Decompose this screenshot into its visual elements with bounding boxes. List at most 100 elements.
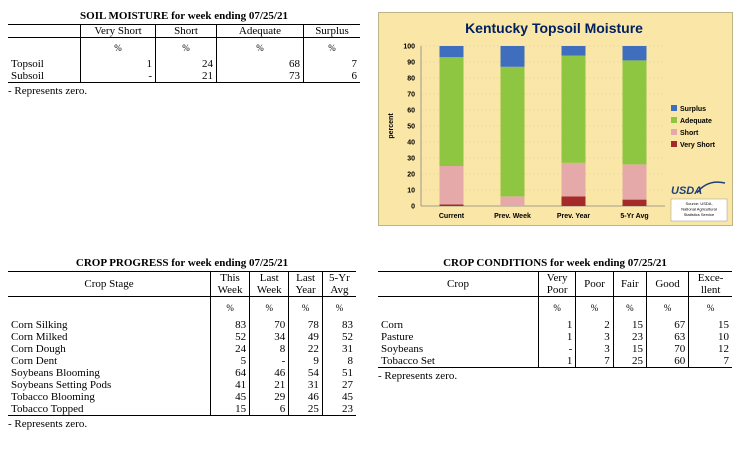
cell: 8	[321, 354, 356, 367]
crop-conditions-table: Crop Very Poor Poor Fair Good Exce-llent …	[378, 271, 732, 368]
cell: 60	[645, 354, 689, 368]
bar-segment-very-short	[561, 196, 586, 206]
cell: 73	[216, 69, 304, 83]
cell: 1	[80, 57, 156, 70]
cell: 21	[249, 378, 289, 391]
cell: 3	[575, 342, 614, 355]
bar-segment-short	[439, 166, 464, 205]
cell: 70	[645, 342, 689, 355]
y-tick-label: 80	[407, 76, 415, 83]
bar-segment-adequate	[500, 66, 525, 197]
col-header-line: Year	[295, 284, 316, 296]
source-text: Statistics Service	[684, 212, 715, 217]
x-tick-label: Prev. Year	[557, 213, 590, 220]
cell: 1	[537, 354, 576, 368]
y-tick-label: 70	[407, 92, 415, 99]
bar-segment-short	[622, 164, 647, 200]
bar-segment-short	[500, 196, 525, 206]
cell: 12	[688, 342, 732, 355]
col-header: Very Poor	[537, 271, 576, 297]
col-header: Last Week	[249, 271, 289, 297]
legend-swatch	[671, 141, 677, 147]
unit-row: % % % % %	[378, 296, 732, 319]
bar-segment-surplus	[561, 46, 586, 56]
cell: 68	[216, 57, 304, 70]
cell: 63	[645, 330, 689, 343]
cell: 46	[249, 366, 289, 379]
cell: 3	[575, 330, 614, 343]
cell: 21	[155, 69, 217, 83]
col-header: Short	[155, 24, 217, 38]
footnote: - Represents zero.	[8, 84, 88, 97]
cell: 31	[321, 342, 356, 355]
crop-stage-header: Crop Stage	[8, 271, 211, 297]
unit-label: %	[249, 296, 289, 319]
x-tick-label: 5-Yr Avg	[620, 213, 648, 220]
cell: 15	[612, 342, 647, 355]
unit-label: %	[303, 37, 360, 58]
unit-label: %	[321, 296, 356, 319]
col-header-line: Avg	[330, 284, 349, 296]
legend-label: Short	[680, 130, 699, 137]
source-text: National Agricultural	[681, 207, 717, 212]
table-row: Soybeans -3 15 70 12	[378, 342, 732, 355]
cell: 25	[288, 402, 323, 416]
row-label: Corn	[381, 318, 403, 331]
unit-label: %	[209, 296, 250, 319]
col-header: Fair	[612, 271, 647, 297]
cell: 6	[249, 402, 289, 416]
bar-segment-adequate	[622, 60, 647, 165]
col-header: Adequate	[216, 24, 304, 38]
col-header-line: Last	[259, 272, 279, 284]
bar-segment-surplus	[500, 46, 525, 67]
y-tick-label: 40	[407, 140, 415, 147]
cell: 2	[575, 318, 614, 331]
cell: 52	[321, 330, 356, 343]
bar-segment-adequate	[561, 55, 586, 163]
y-tick-label: 100	[403, 44, 415, 51]
cell: 64	[209, 366, 250, 379]
cell: 83	[209, 318, 250, 331]
unit-label: %	[537, 296, 576, 319]
row-label: Tobacco Set	[378, 354, 539, 368]
chart-title: Kentucky Topsoil Moisture	[465, 20, 643, 36]
row-label: Corn Dough	[11, 342, 66, 355]
bar-segment-adequate	[439, 57, 464, 167]
y-axis-label: percent	[388, 113, 395, 139]
table-row: Tobacco Topped 15 6 25 23	[8, 402, 356, 416]
table-row: Pasture 1 3 23 63 10	[378, 330, 732, 343]
col-header: Last Year	[288, 271, 323, 297]
x-tick-label: Prev. Week	[494, 213, 531, 220]
table-row: Tobacco Set 1 7 25 60 7	[378, 354, 732, 368]
y-tick-label: 10	[407, 188, 415, 195]
bar-segment-very-short	[439, 204, 464, 206]
cell: 51	[321, 366, 356, 379]
cell: 15	[209, 402, 250, 416]
row-label: Topsoil	[11, 57, 44, 70]
cell: 27	[321, 378, 356, 391]
table-header-row: Crop Very Poor Poor Fair Good Exce-llent	[378, 271, 732, 297]
legend-swatch	[671, 117, 677, 123]
cell: 49	[288, 330, 323, 343]
y-tick-label: 90	[407, 60, 415, 67]
cell: 5	[209, 354, 250, 367]
col-header: Good	[645, 271, 689, 297]
unit-label: %	[288, 296, 323, 319]
cell: 6	[303, 69, 360, 83]
row-label: Soybeans Setting Pods	[11, 378, 112, 391]
col-header-line: llent	[700, 284, 721, 296]
row-label: Soybeans Blooming	[11, 366, 100, 379]
cell: 70	[249, 318, 289, 331]
table-row: Tobacco Blooming 45 29 46 45	[8, 390, 356, 403]
source-box	[670, 198, 728, 222]
table-row: Topsoil 1 24 68 7	[8, 57, 360, 70]
x-tick-label: Current	[439, 213, 465, 220]
col-header-line: Week	[217, 284, 243, 296]
unit-row: % % % %	[8, 37, 360, 58]
row-label: Pasture	[381, 330, 414, 343]
table-row: Corn Dent 5-9 8	[8, 354, 356, 367]
table-row: Corn 1 2 15 67 15	[378, 318, 732, 331]
soil-moisture-title: SOIL MOISTURE for week ending 07/25/21	[80, 10, 288, 22]
col-header: Surplus	[303, 24, 360, 38]
soil-moisture-section: SOIL MOISTURE for week ending 07/25/21 V…	[8, 10, 360, 97]
